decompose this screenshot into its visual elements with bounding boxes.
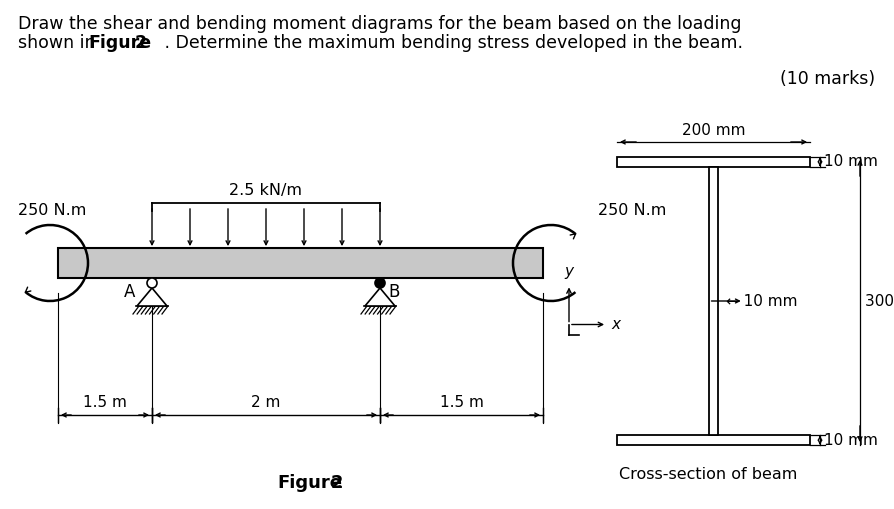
Text: Figure: Figure [276,474,342,492]
Text: y: y [564,264,573,278]
Text: 1.5 m: 1.5 m [439,395,483,410]
Bar [708,166,718,435]
Circle shape [147,278,156,288]
Text: shown in: shown in [18,34,101,52]
Bar [58,248,543,278]
Polygon shape [365,288,394,306]
Text: 2: 2 [135,34,147,52]
Text: B: B [388,283,399,301]
Polygon shape [137,288,167,306]
Text: 10 mm: 10 mm [823,154,877,169]
Text: 10 mm: 10 mm [823,433,877,448]
Text: Draw the shear and bending moment diagrams for the beam based on the loading: Draw the shear and bending moment diagra… [18,15,740,33]
Text: Figure: Figure [88,34,151,52]
Text: 2 m: 2 m [251,395,281,410]
Text: . Determine the maximum bending stress developed in the beam.: . Determine the maximum bending stress d… [148,34,742,52]
Text: 250 N.m: 250 N.m [597,203,666,218]
Bar [616,435,809,445]
Text: 2: 2 [331,474,343,492]
Text: (10 marks): (10 marks) [779,70,874,88]
Text: 300 mm: 300 mm [864,294,894,308]
Text: ← 10 mm: ← 10 mm [726,294,797,308]
Circle shape [375,278,384,288]
Text: 2.5 kN/m: 2.5 kN/m [229,183,302,198]
Text: A: A [124,283,135,301]
Text: x: x [611,317,620,332]
Text: 200 mm: 200 mm [681,123,745,138]
Text: 1.5 m: 1.5 m [83,395,127,410]
Text: Cross-section of beam: Cross-section of beam [619,467,797,482]
Bar [616,157,809,166]
Text: 250 N.m: 250 N.m [18,203,87,218]
